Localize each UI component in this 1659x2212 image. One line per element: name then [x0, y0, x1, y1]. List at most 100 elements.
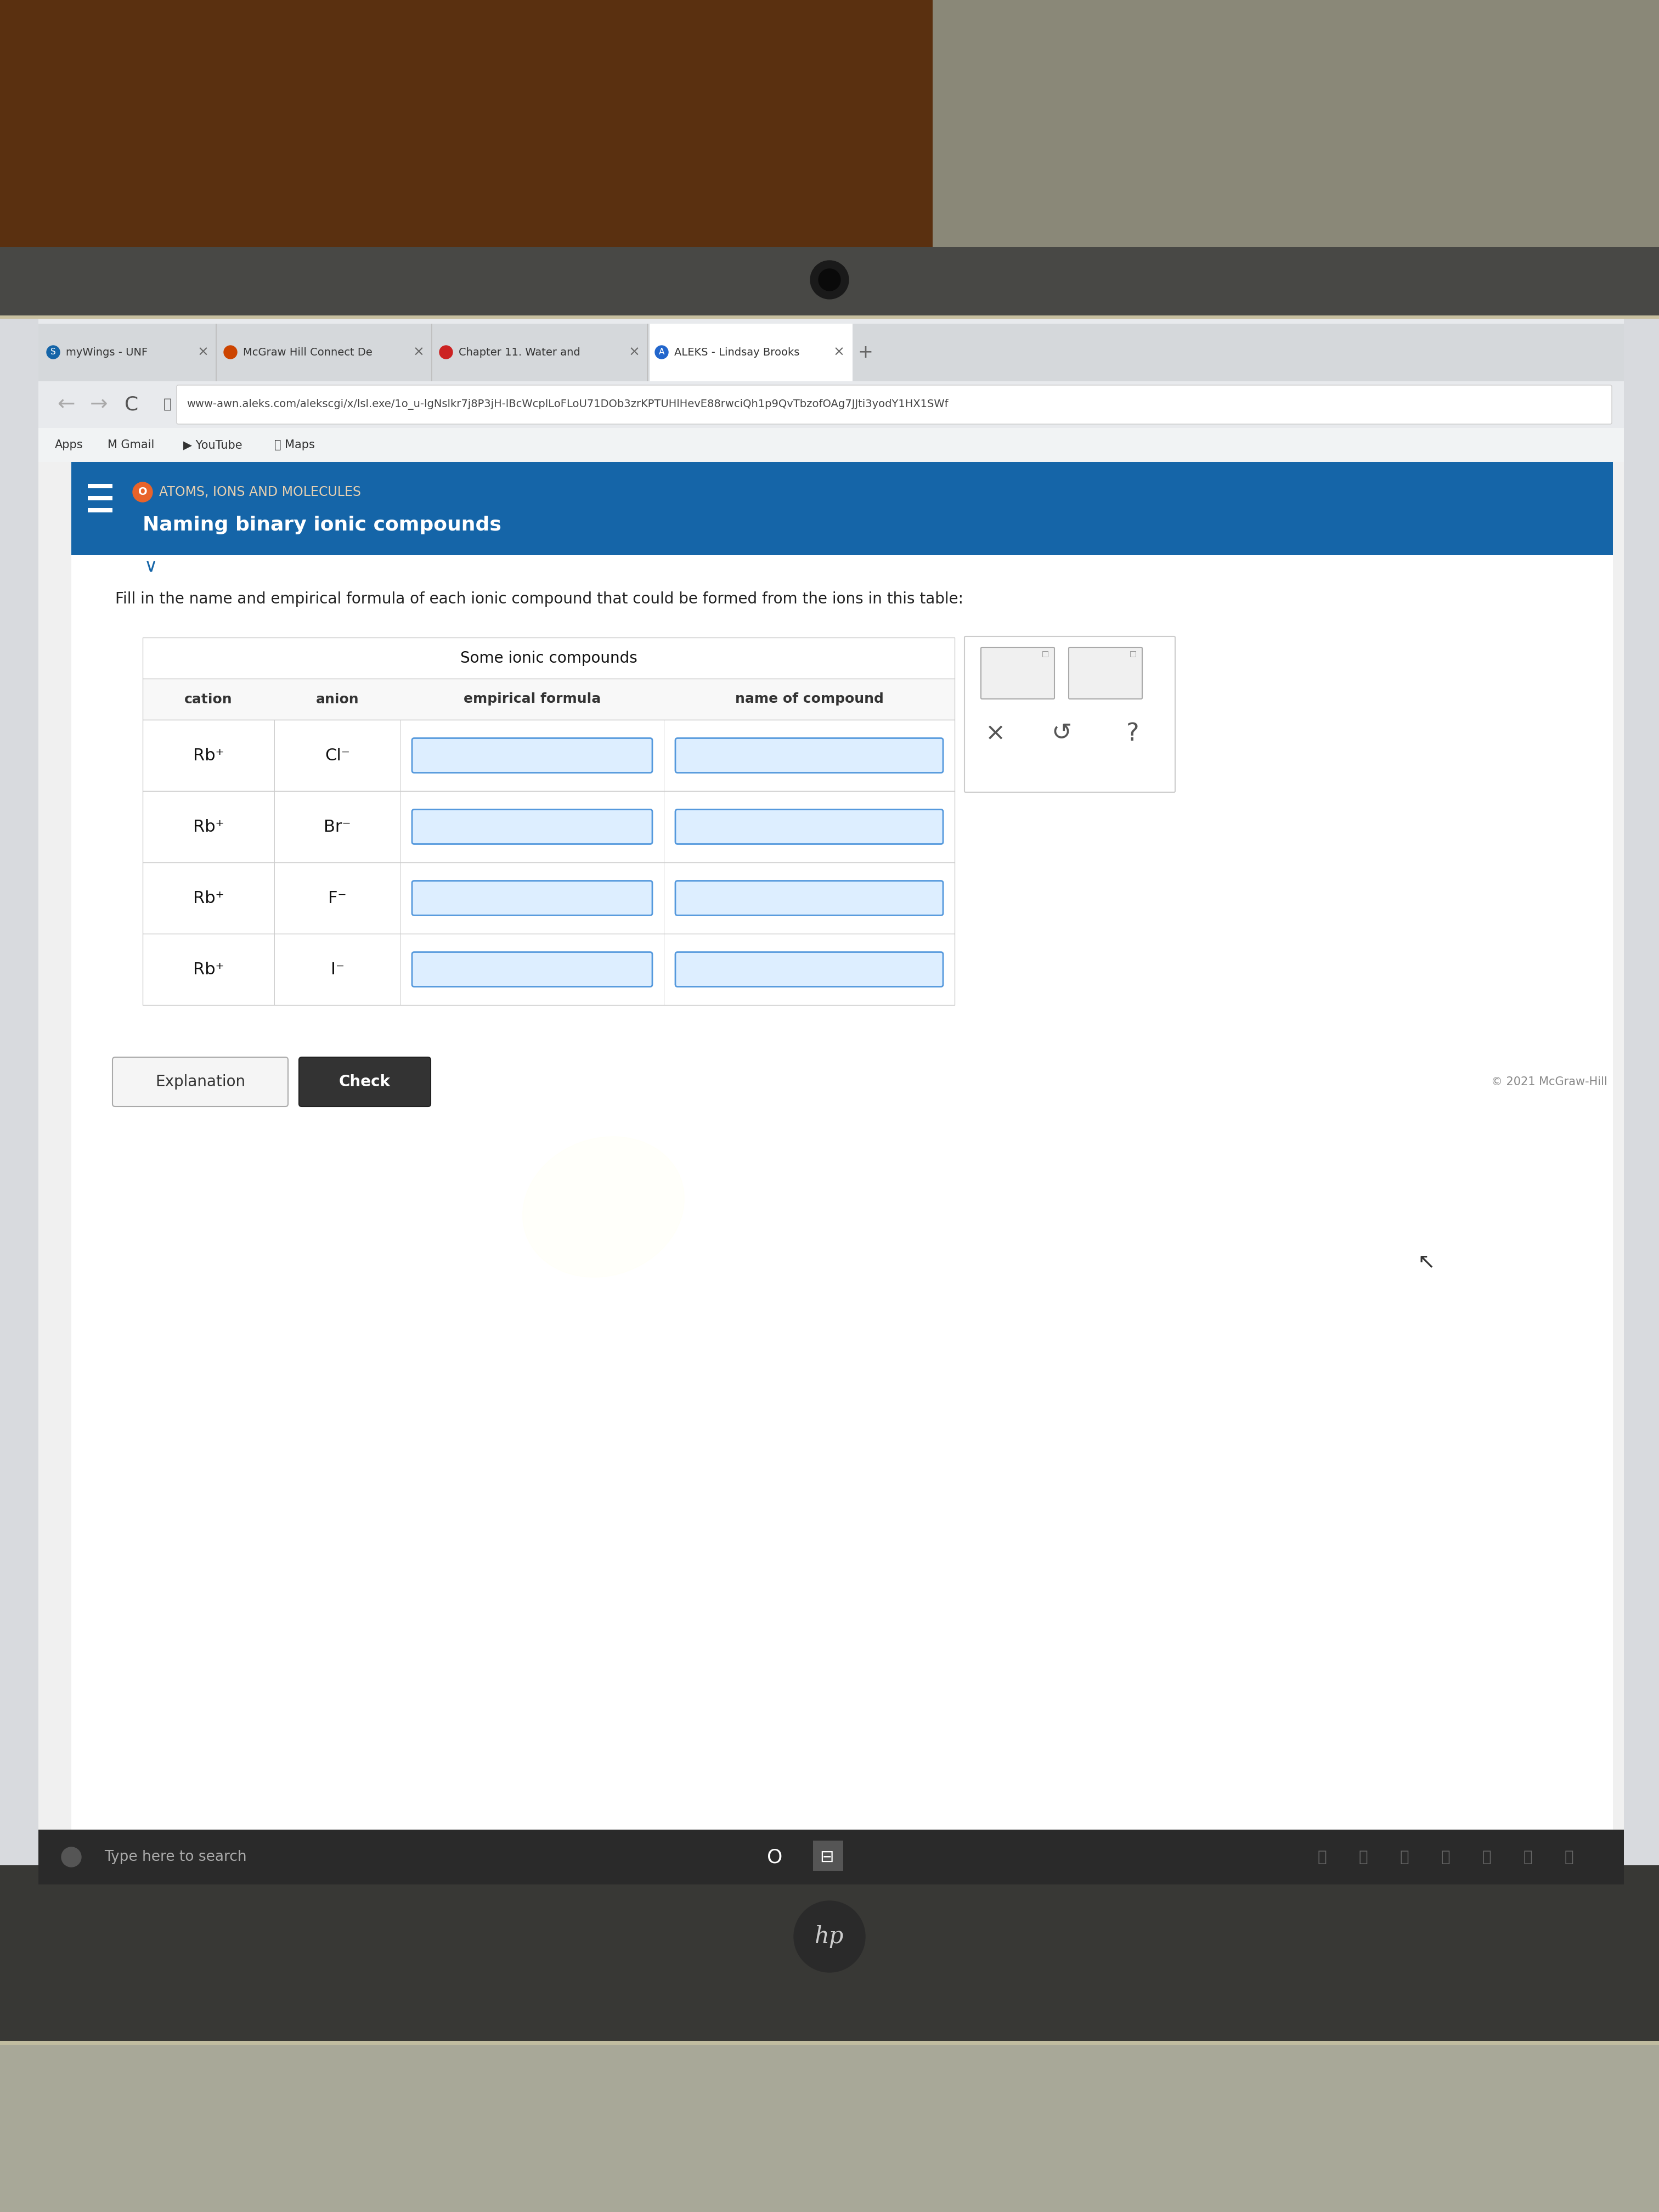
Circle shape: [655, 345, 669, 358]
FancyBboxPatch shape: [675, 739, 942, 772]
Circle shape: [224, 345, 237, 358]
Text: ×: ×: [985, 721, 1005, 745]
Text: F⁻: F⁻: [328, 889, 347, 907]
Text: www-awn.aleks.com/alekscgi/x/lsl.exe/1o_u-lgNslkr7j8P3jH-lBcWcplLoFLoU71DOb3zrKP: www-awn.aleks.com/alekscgi/x/lsl.exe/1o_…: [186, 398, 949, 409]
Text: ⬛: ⬛: [1481, 1849, 1491, 1865]
Bar: [0, 1865, 1659, 2042]
FancyBboxPatch shape: [1068, 648, 1141, 699]
Ellipse shape: [523, 1137, 684, 1276]
Bar: [38, 427, 1624, 462]
Text: ⬛: ⬛: [1317, 1849, 1327, 1865]
Bar: [143, 719, 954, 792]
Bar: [0, 316, 1659, 319]
Text: □: □: [1130, 650, 1136, 657]
Text: anion: anion: [315, 692, 358, 706]
Bar: [38, 462, 1624, 1878]
Text: Fill in the name and empirical formula of each ionic compound that could be form: Fill in the name and empirical formula o…: [114, 591, 964, 606]
Text: ⬛: ⬛: [1359, 1849, 1369, 1865]
Text: ↖: ↖: [1417, 1252, 1435, 1272]
Bar: [0, 319, 1659, 1865]
Bar: [41, 323, 217, 380]
Text: Rb⁺: Rb⁺: [192, 748, 224, 763]
Bar: [88, 509, 113, 513]
Text: Naming binary ionic compounds: Naming binary ionic compounds: [143, 515, 501, 535]
FancyBboxPatch shape: [675, 951, 942, 987]
Text: Check: Check: [338, 1075, 390, 1091]
Text: name of compound: name of compound: [735, 692, 884, 706]
Bar: [0, 2046, 1659, 2212]
Text: +: +: [858, 343, 873, 361]
Text: ×: ×: [629, 345, 640, 358]
Bar: [38, 380, 1624, 427]
Circle shape: [440, 345, 453, 358]
Text: McGraw Hill Connect De: McGraw Hill Connect De: [242, 347, 372, 358]
Text: Cl⁻: Cl⁻: [325, 748, 350, 763]
Bar: [143, 933, 954, 1004]
Bar: [88, 484, 113, 489]
Bar: [38, 319, 1624, 1867]
Circle shape: [795, 1900, 864, 1973]
FancyBboxPatch shape: [980, 648, 1055, 699]
Text: I⁻: I⁻: [330, 962, 345, 978]
Bar: [0, 248, 1659, 319]
Text: Rb⁺: Rb⁺: [192, 818, 224, 834]
FancyBboxPatch shape: [411, 739, 652, 772]
Bar: [143, 792, 954, 863]
Text: ←: ←: [56, 394, 75, 416]
Text: ?: ?: [1126, 721, 1140, 745]
Circle shape: [810, 261, 849, 299]
Circle shape: [61, 1847, 81, 1867]
Circle shape: [133, 482, 153, 502]
Text: Rb⁺: Rb⁺: [192, 962, 224, 978]
Bar: [0, 2042, 1659, 2046]
Text: Type here to search: Type here to search: [105, 1849, 247, 1865]
Bar: [38, 1829, 1624, 1885]
Bar: [435, 323, 649, 380]
Bar: [0, 0, 932, 248]
FancyBboxPatch shape: [299, 1057, 431, 1106]
Text: O: O: [138, 487, 148, 498]
Text: Explanation: Explanation: [156, 1075, 246, 1091]
Text: ⬛: ⬛: [1523, 1849, 1533, 1865]
FancyBboxPatch shape: [411, 810, 652, 845]
Text: ↺: ↺: [1052, 721, 1072, 745]
Text: Chapter 11. Water and: Chapter 11. Water and: [458, 347, 584, 358]
Text: ⬛: ⬛: [1400, 1849, 1408, 1865]
Text: →: →: [90, 394, 108, 416]
Text: S: S: [50, 347, 56, 356]
Text: ×: ×: [833, 345, 844, 358]
Text: ∨: ∨: [144, 557, 158, 575]
Text: Rb⁺: Rb⁺: [192, 889, 224, 907]
Text: M Gmail: M Gmail: [108, 440, 154, 451]
Ellipse shape: [496, 1011, 820, 1292]
Text: □: □: [1042, 650, 1048, 657]
FancyBboxPatch shape: [411, 880, 652, 916]
Bar: [650, 323, 853, 380]
Text: A: A: [659, 347, 665, 356]
Text: ×: ×: [197, 345, 209, 358]
Text: Apps: Apps: [55, 440, 83, 451]
Text: hp: hp: [815, 1924, 844, 1949]
Text: ⊟: ⊟: [820, 1849, 834, 1865]
Circle shape: [46, 345, 60, 358]
Bar: [143, 863, 954, 933]
Text: ATOMS, IONS AND MOLECULES: ATOMS, IONS AND MOLECULES: [159, 484, 362, 498]
Bar: [38, 323, 1624, 380]
Text: 🗺 Maps: 🗺 Maps: [274, 440, 315, 451]
FancyBboxPatch shape: [176, 385, 1613, 425]
FancyBboxPatch shape: [675, 880, 942, 916]
FancyBboxPatch shape: [113, 1057, 289, 1106]
FancyBboxPatch shape: [411, 951, 652, 987]
Bar: [143, 679, 954, 719]
FancyBboxPatch shape: [964, 637, 1175, 792]
Text: ×: ×: [413, 345, 425, 358]
Bar: [88, 495, 113, 500]
Text: empirical formula: empirical formula: [463, 692, 601, 706]
Bar: [813, 1840, 843, 1871]
Text: O: O: [766, 1847, 783, 1867]
Text: Some ionic compounds: Some ionic compounds: [460, 650, 637, 666]
Bar: [219, 323, 433, 380]
Text: ⬛: ⬛: [1564, 1849, 1574, 1865]
Text: cation: cation: [184, 692, 232, 706]
Text: © 2021 McGraw-Hill: © 2021 McGraw-Hill: [1491, 1077, 1608, 1088]
